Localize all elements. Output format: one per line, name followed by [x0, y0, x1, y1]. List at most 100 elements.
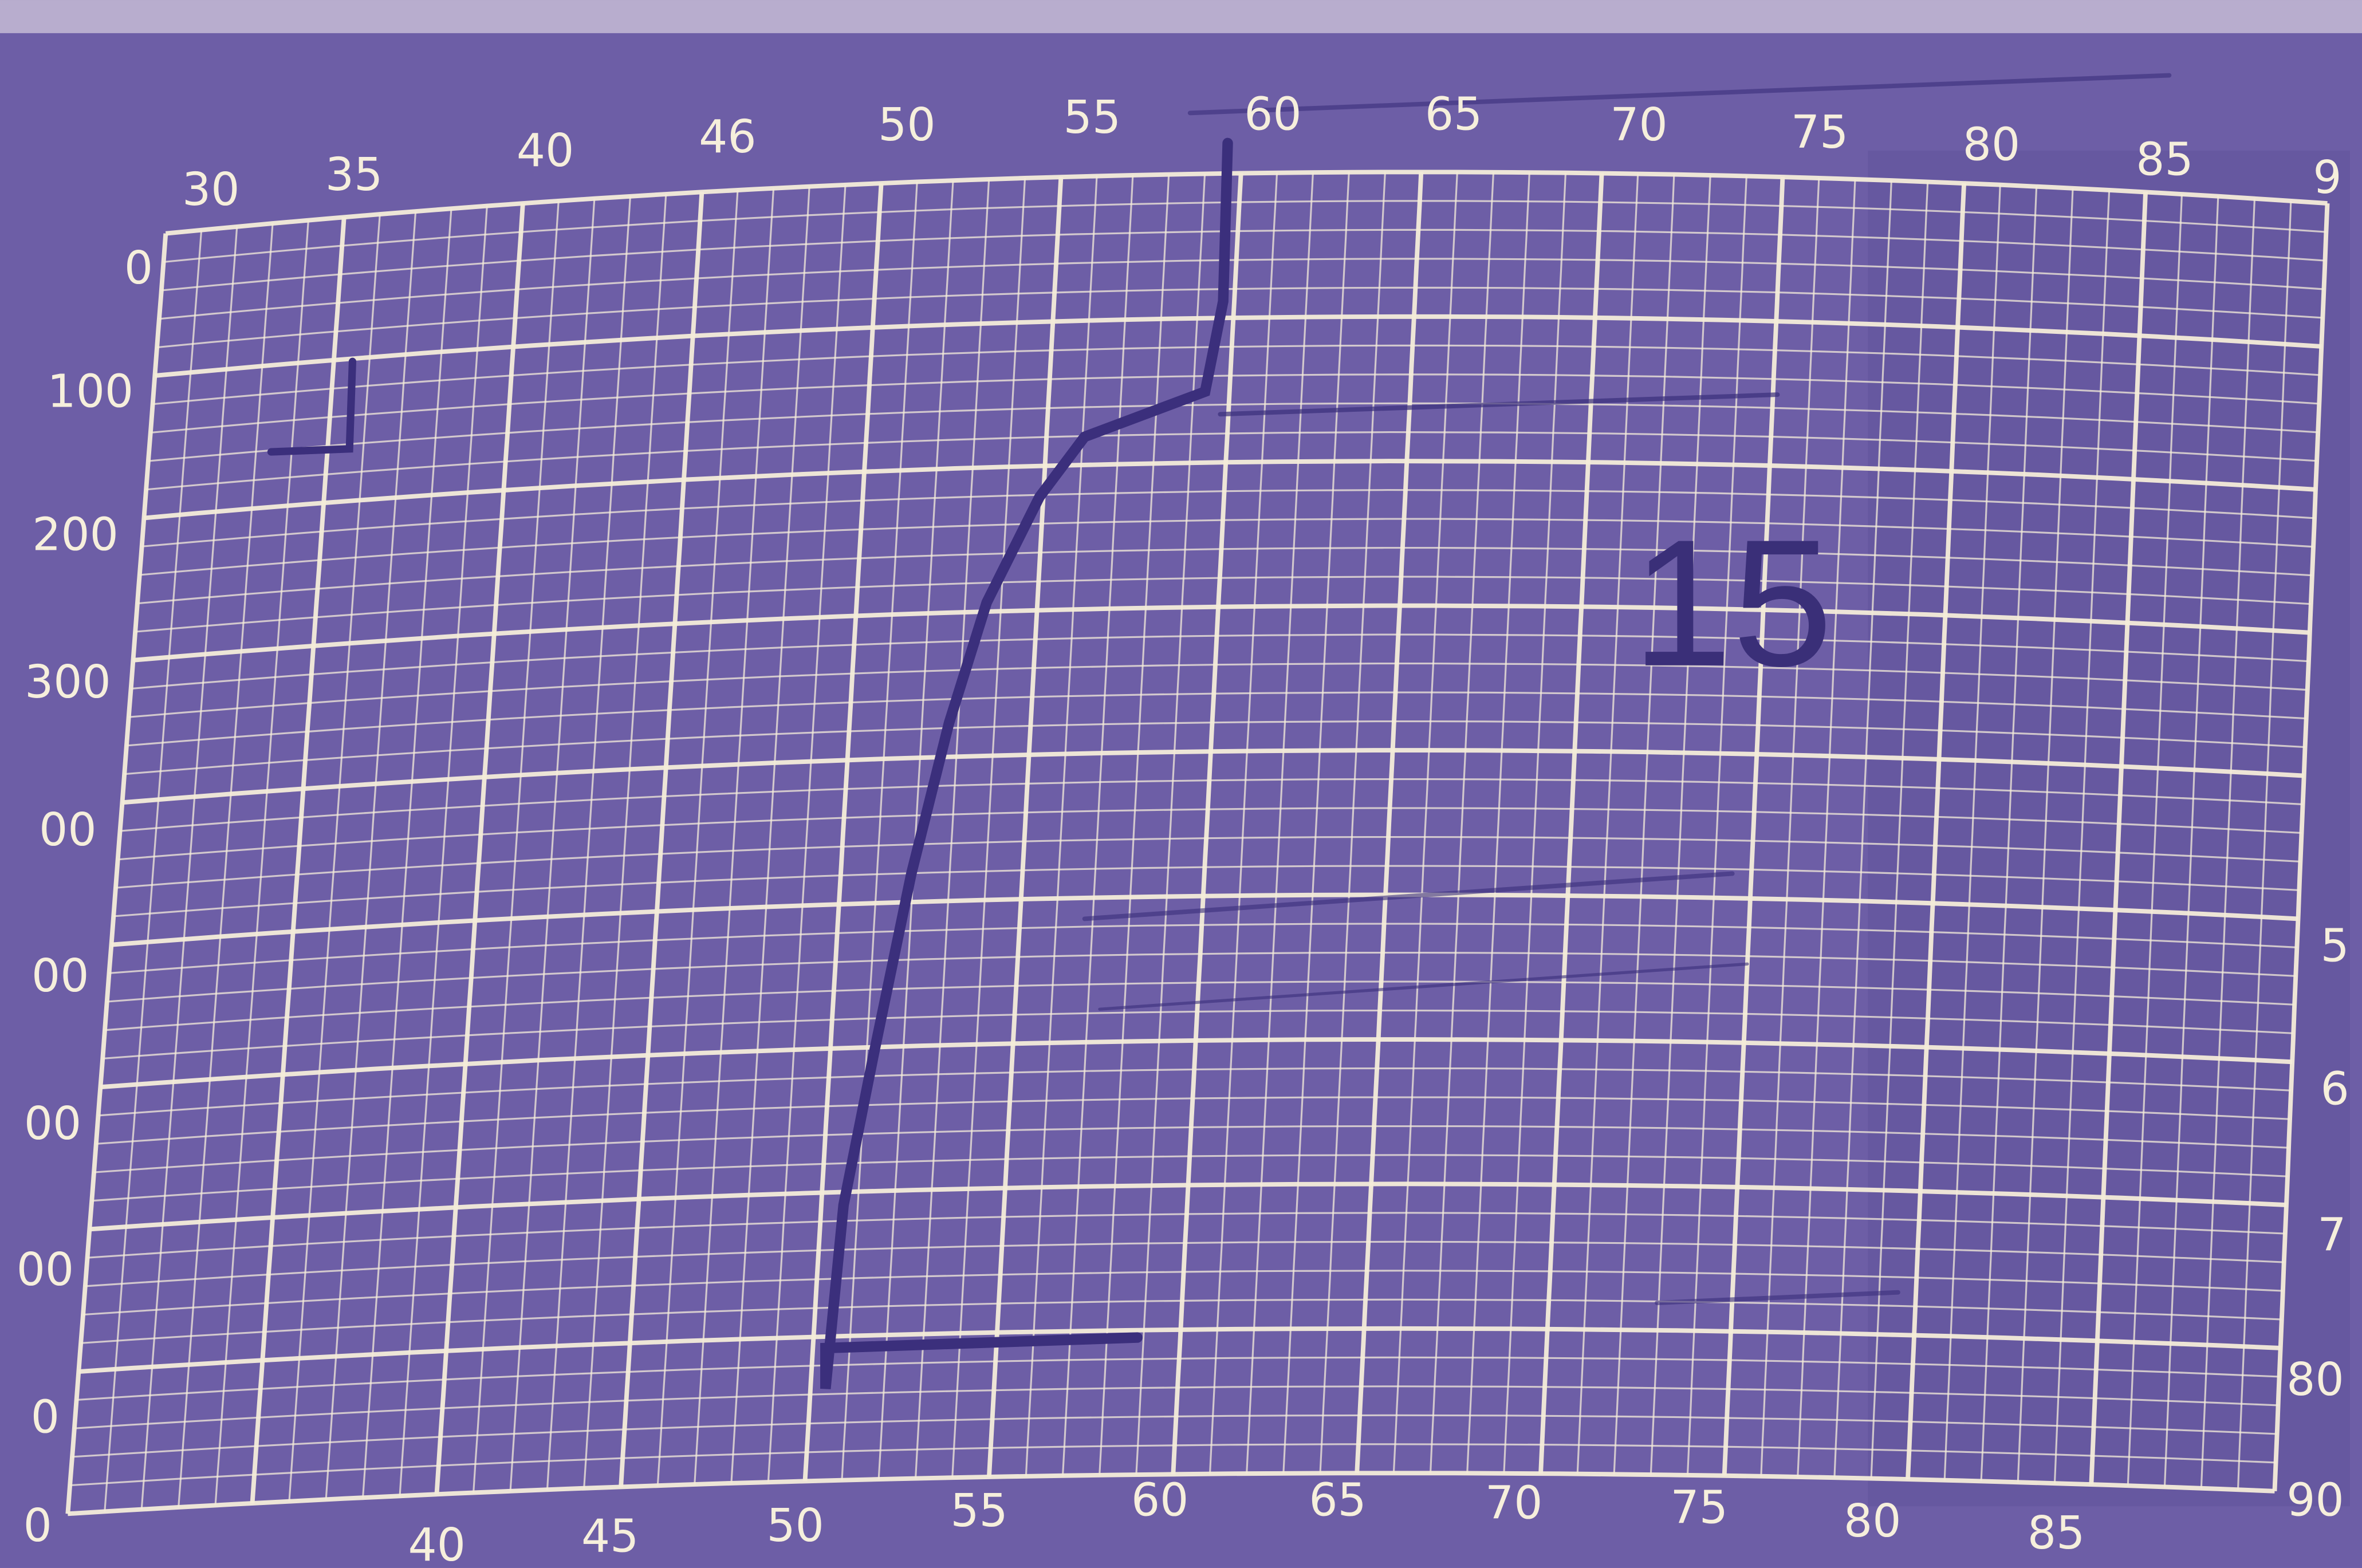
- label: 6: [2321, 1062, 2349, 1115]
- minor-grid-line: [145, 431, 2317, 491]
- minor-grid-line: [2200, 198, 2256, 1488]
- minor-grid-line: [152, 344, 2321, 405]
- pencil-mark: [1218, 392, 1780, 417]
- minor-grid-line: [128, 663, 2308, 718]
- label: 75: [1791, 106, 1848, 159]
- minor-grid-line: [159, 258, 2324, 320]
- label: 35: [325, 148, 383, 201]
- label: 80: [1963, 118, 2020, 171]
- minor-grid-line: [583, 194, 667, 1488]
- minor-grid-line: [93, 1125, 2289, 1173]
- label: 65: [1309, 1474, 1366, 1526]
- minor-grid-line: [150, 373, 2320, 434]
- minor-grid-line: [656, 190, 739, 1486]
- minor-grid-line: [117, 807, 2302, 861]
- major-grid-line: [2272, 203, 2330, 1491]
- minor-grid-line: [141, 489, 2314, 547]
- minor-grid-line: [1061, 175, 1134, 1476]
- minor-grid-line: [730, 186, 810, 1483]
- minor-grid-line: [1870, 182, 1929, 1479]
- minor-grid-line: [92, 1154, 2288, 1202]
- minor-grid-line: [399, 206, 488, 1496]
- minor-grid-line: [1760, 178, 1820, 1476]
- label: 60: [1131, 1474, 1188, 1526]
- major-grid-line: [132, 603, 2310, 663]
- major-grid-line: [121, 748, 2304, 805]
- major-grid-line: [250, 217, 347, 1504]
- minor-grid-line: [1613, 174, 1675, 1475]
- minor-grid-line: [82, 1270, 2283, 1316]
- label: 50: [766, 1499, 824, 1552]
- major-grid-line: [111, 892, 2298, 947]
- major-grid-line: [2089, 192, 2148, 1485]
- minor-grid-line: [115, 836, 2301, 889]
- minor-grid-line: [362, 208, 452, 1498]
- minor-grid-line: [1980, 186, 2038, 1482]
- minor-grid-line: [161, 228, 2325, 291]
- minor-grid-line: [1833, 180, 1892, 1478]
- minor-grid-line: [109, 923, 2297, 974]
- minor-grid-line: [74, 1385, 2278, 1429]
- label: 5: [2321, 919, 2349, 972]
- label: 00: [32, 950, 89, 1002]
- minor-grid-line: [1319, 172, 1386, 1474]
- minor-grid-line: [2127, 194, 2183, 1486]
- traces: [267, 73, 2172, 1389]
- label: 00: [17, 1243, 74, 1296]
- minor-grid-line: [102, 1009, 2294, 1060]
- minor-grid-line: [1943, 184, 2001, 1480]
- pencil-mark: [1098, 962, 1749, 1011]
- minor-grid-line: [2017, 188, 2074, 1483]
- label: 70: [1610, 99, 1667, 151]
- label: 200: [32, 508, 119, 561]
- label: 75: [1671, 1481, 1728, 1534]
- minor-grid-line: [2237, 200, 2292, 1490]
- minor-grid-line: [694, 188, 775, 1485]
- major-grid-line: [619, 192, 704, 1487]
- label: 00: [24, 1097, 81, 1150]
- label: 45: [581, 1510, 639, 1562]
- label: 80: [1844, 1495, 1901, 1547]
- minor-grid-line: [131, 633, 2309, 690]
- label: 60: [1244, 88, 1301, 141]
- label: 100: [48, 365, 134, 418]
- minor-grid-line: [148, 402, 2318, 462]
- minor-grid-line: [87, 1212, 2285, 1259]
- label: 0: [124, 242, 153, 294]
- minor-grid-line: [951, 178, 1026, 1478]
- minor-grid-line: [96, 1096, 2290, 1145]
- shadow: [1868, 151, 2350, 1507]
- major-grid-line: [986, 176, 1064, 1478]
- minor-grid-line: [178, 223, 274, 1508]
- minor-grid-line: [2163, 196, 2219, 1487]
- grid: [65, 170, 2330, 1516]
- major-grid-line: [434, 203, 525, 1495]
- pencil-mark: [1082, 871, 1735, 921]
- minor-grid-line: [140, 226, 238, 1510]
- label: 300: [25, 656, 111, 708]
- minor-grid-line: [1025, 176, 1098, 1476]
- label: 90: [2286, 1474, 2344, 1526]
- label: 30: [182, 163, 239, 216]
- minor-grid-line: [214, 220, 309, 1506]
- minor-grid-line: [1392, 172, 1458, 1474]
- minor-grid-line: [107, 951, 2296, 1003]
- major-grid-line: [65, 233, 168, 1514]
- label: 85: [2028, 1507, 2085, 1559]
- label: 0: [23, 1499, 52, 1552]
- major-grid-line: [89, 1181, 2287, 1232]
- minor-grid-line: [2053, 190, 2111, 1484]
- minor-grid-line: [113, 865, 2300, 917]
- pencil-mark: [1655, 1290, 1900, 1306]
- minor-grid-line: [163, 200, 2326, 263]
- label: 46: [699, 111, 756, 163]
- minor-grid-line: [1208, 172, 1278, 1474]
- minor-grid-line: [104, 230, 203, 1512]
- label: 40: [408, 1519, 466, 1568]
- minor-grid-line: [1246, 172, 1314, 1474]
- minor-grid-line: [1686, 176, 1747, 1475]
- minor-grid-line: [1429, 172, 1495, 1474]
- minor-grid-line: [877, 180, 954, 1480]
- minor-grid-line: [325, 211, 417, 1500]
